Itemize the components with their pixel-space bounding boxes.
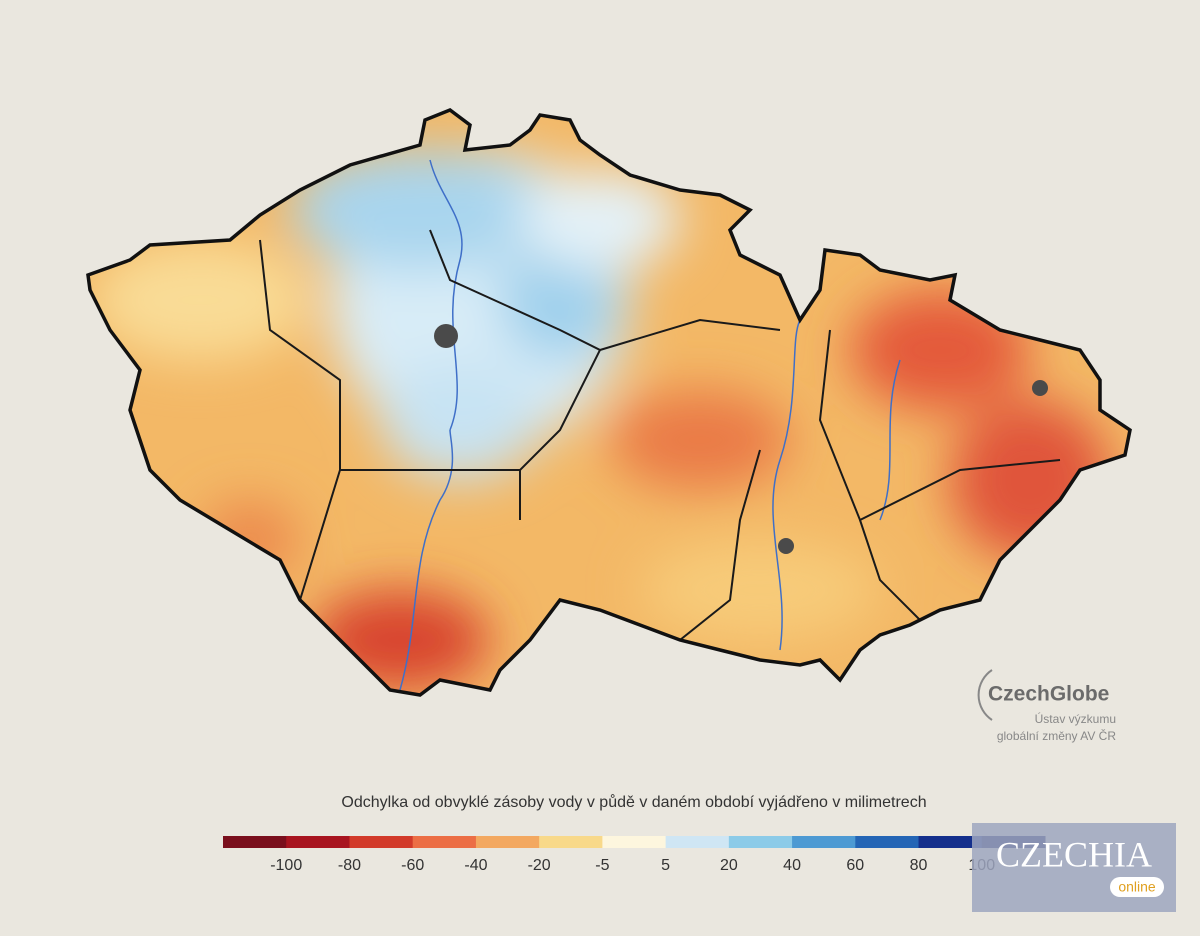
legend-swatch [412, 836, 477, 848]
legend-tick-label: -40 [464, 857, 487, 874]
city-brno [778, 538, 794, 554]
legend-tick-label: -100 [270, 857, 302, 874]
legend-swatch [539, 836, 603, 848]
logo-line: globální změny AV ČR [997, 728, 1117, 743]
legend-swatch [728, 836, 793, 848]
legend-swatch [223, 836, 287, 848]
logo-line: Ústav výzkumu [1035, 711, 1116, 726]
watermark-tag-bg [1110, 877, 1164, 897]
legend-swatch [792, 836, 856, 848]
legend-swatch [349, 836, 414, 848]
legend-swatch [665, 836, 730, 848]
watermark-box [972, 823, 1176, 912]
logo-arc [977, 669, 993, 721]
legend-swatch [286, 836, 350, 848]
legend-tick-label: 40 [783, 857, 801, 874]
legend-tick-label: -5 [595, 857, 609, 874]
legend-tick-label: -80 [338, 857, 361, 874]
legend-tick-label: 20 [720, 857, 738, 874]
logo-name: CzechGlobe [988, 683, 1109, 706]
watermark-name: CZECHIA [996, 834, 1152, 874]
watermark: CZECHIA online [972, 823, 1176, 912]
legend-tick-label: -20 [528, 857, 551, 874]
logo: CzechGlobe Ústav výzkumu globální změny … [977, 669, 1117, 743]
legend-tick-label: 80 [910, 857, 928, 874]
legend-title: Odchylka od obvyklé zásoby vody v půdě v… [341, 793, 926, 811]
watermark-tag: online [1118, 879, 1156, 895]
city-ostrava [1032, 380, 1048, 396]
legend-swatch [855, 836, 920, 848]
legend-tick-label: 5 [661, 857, 670, 874]
legend-swatch [475, 836, 540, 848]
city-prague [434, 324, 458, 348]
region-borders [259, 229, 1061, 641]
legend-swatch [602, 836, 667, 848]
legend-swatch [918, 836, 983, 848]
legend-tick-label: -60 [401, 857, 424, 874]
legend-tick-label: 60 [846, 857, 864, 874]
